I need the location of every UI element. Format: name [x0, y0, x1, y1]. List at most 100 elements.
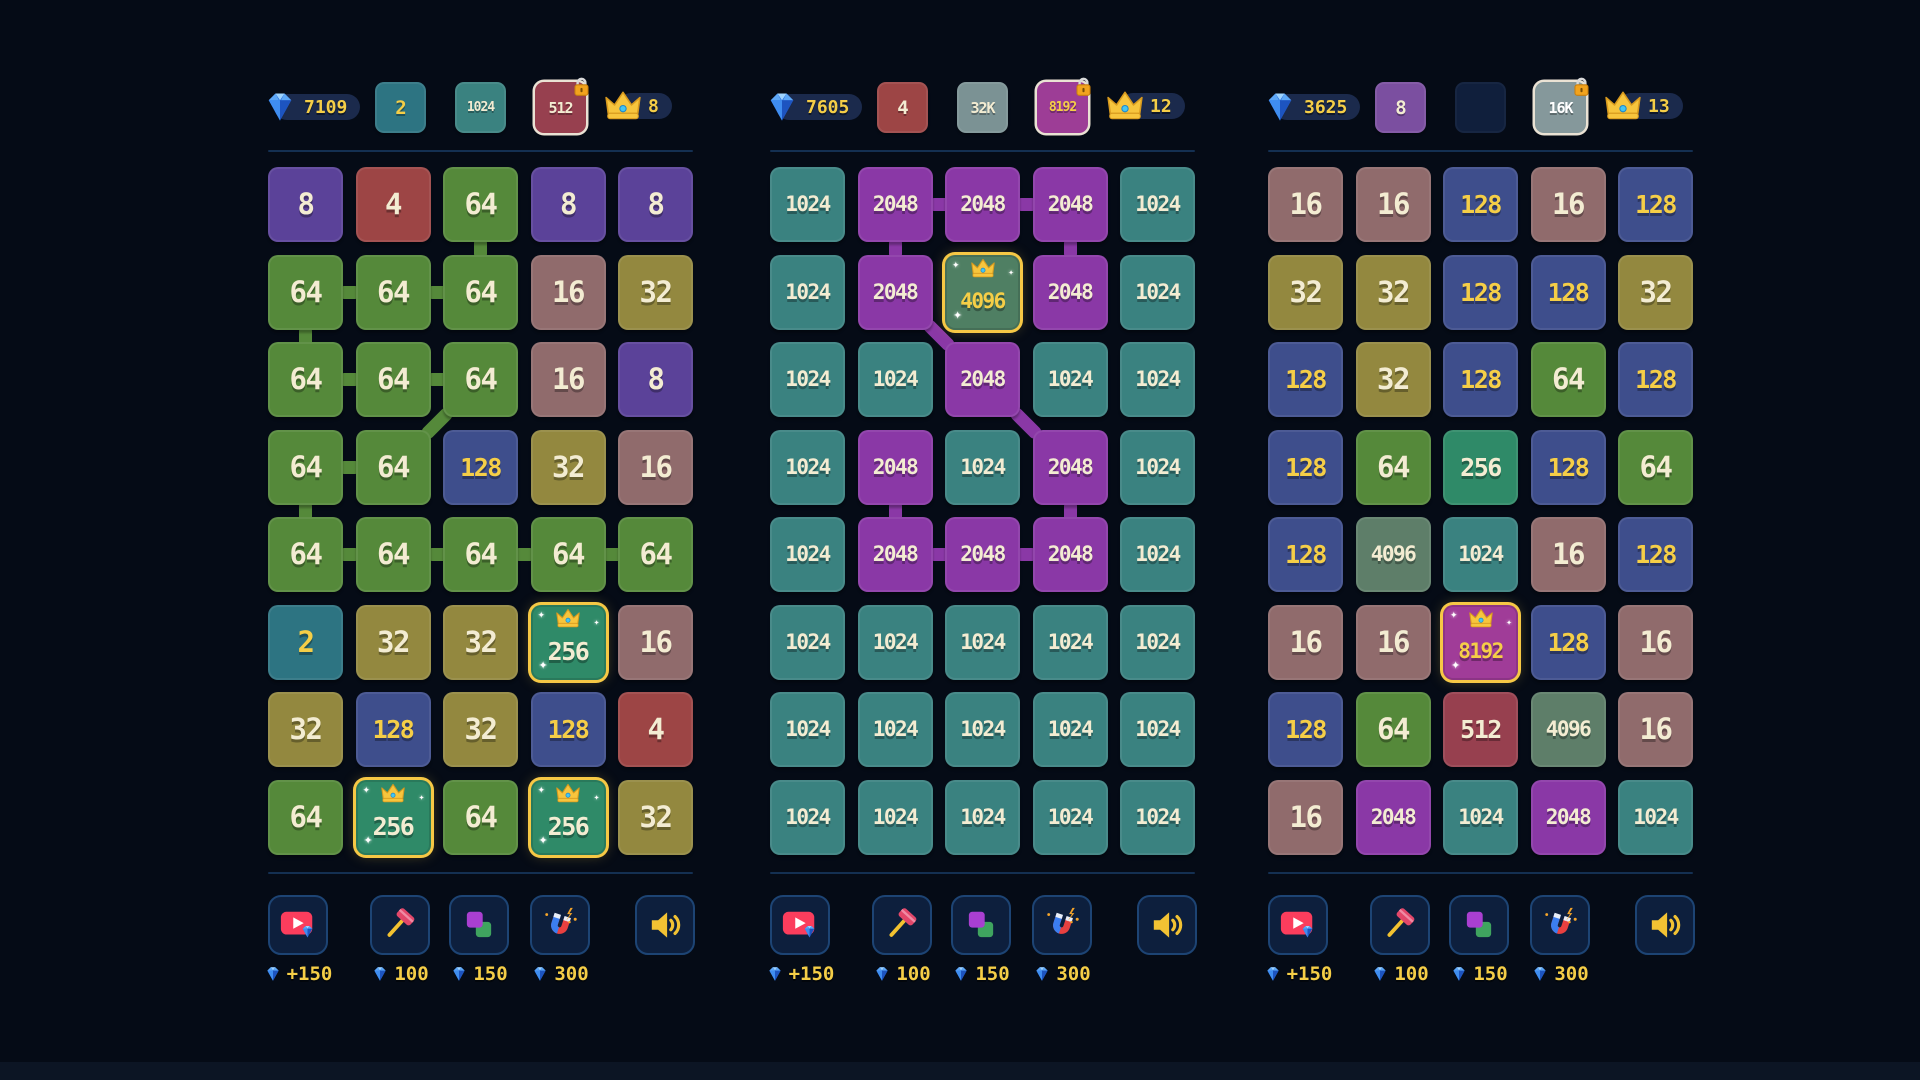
tile-4[interactable]: 4	[355, 167, 431, 242]
tile-128[interactable]: 128	[530, 692, 606, 767]
tile-8[interactable]: 8	[268, 167, 343, 242]
tile-64[interactable]: 64	[443, 517, 518, 592]
tile-1024[interactable]: 1024	[770, 779, 845, 855]
hammer-button[interactable]	[370, 895, 430, 955]
tile-64[interactable]: 64	[268, 779, 343, 855]
tile-64[interactable]: 64	[1530, 342, 1606, 417]
tile-64[interactable]: 64	[355, 429, 431, 505]
tile-1024[interactable]: 1024	[1120, 692, 1195, 767]
tile-1024[interactable]: 1024	[770, 429, 845, 505]
tile-16[interactable]: 16	[1355, 167, 1431, 242]
tile-256[interactable]: ✦ ✦ ✦ 256	[530, 604, 606, 680]
tile-1024[interactable]: 1024	[770, 254, 845, 330]
tile-1024[interactable]: 1024	[1120, 517, 1195, 592]
tile-64[interactable]: 64	[1355, 429, 1431, 505]
tile-32[interactable]: 32	[355, 604, 431, 680]
tile-1024[interactable]: 1024	[1032, 692, 1108, 767]
tile-8[interactable]: 8	[618, 342, 693, 417]
sound-button[interactable]	[1137, 895, 1197, 955]
tile-1024[interactable]: 1024	[770, 342, 845, 417]
tile-1024[interactable]: 1024	[857, 779, 933, 855]
tile-128[interactable]: 128	[1530, 254, 1606, 330]
tile-4096[interactable]: 4096	[1355, 517, 1431, 592]
tile-1024[interactable]: 1024	[945, 604, 1020, 680]
tile-1024[interactable]: 1024	[1120, 167, 1195, 242]
tile-128[interactable]: 128	[1268, 342, 1343, 417]
magnet-button[interactable]	[1530, 895, 1590, 955]
tile-4[interactable]: 4	[618, 692, 693, 767]
tile-64[interactable]: 64	[268, 254, 343, 330]
tile-1024[interactable]: 1024	[857, 342, 933, 417]
tile-128[interactable]: 128	[443, 429, 518, 505]
tile-64[interactable]: 64	[268, 429, 343, 505]
tile-1024[interactable]: 1024	[1032, 779, 1108, 855]
tile-1024[interactable]: 1024	[945, 692, 1020, 767]
tile-64[interactable]: 64	[355, 342, 431, 417]
tile-16[interactable]: 16	[530, 342, 606, 417]
tile-2048[interactable]: 2048	[945, 517, 1020, 592]
tile-1024[interactable]: 1024	[770, 517, 845, 592]
tile-64[interactable]: 64	[355, 517, 431, 592]
tile-128[interactable]: 128	[1530, 604, 1606, 680]
tile-8[interactable]: 8	[618, 167, 693, 242]
video-reward-button[interactable]	[1268, 895, 1328, 955]
tile-16[interactable]: 16	[1530, 517, 1606, 592]
tile-256[interactable]: ✦ ✦ ✦ 256	[530, 779, 606, 855]
tile-128[interactable]: 128	[1443, 167, 1518, 242]
tile-8[interactable]: 8	[530, 167, 606, 242]
hammer-button[interactable]	[1370, 895, 1430, 955]
tile-64[interactable]: 64	[443, 254, 518, 330]
tile-1024[interactable]: 1024	[857, 604, 933, 680]
magnet-button[interactable]	[530, 895, 590, 955]
tile-32[interactable]: 32	[268, 692, 343, 767]
magnet-button[interactable]	[1032, 895, 1092, 955]
tile-2048[interactable]: 2048	[857, 254, 933, 330]
sound-button[interactable]	[635, 895, 695, 955]
swap-button[interactable]	[951, 895, 1011, 955]
swap-button[interactable]	[449, 895, 509, 955]
tile-4096[interactable]: ✦ ✦ ✦ 4096	[945, 254, 1020, 330]
tile-2048[interactable]: 2048	[1032, 254, 1108, 330]
tile-64[interactable]: 64	[530, 517, 606, 592]
tile-64[interactable]: 64	[1355, 692, 1431, 767]
tile-64[interactable]: 64	[443, 779, 518, 855]
tile-32[interactable]: 32	[1355, 254, 1431, 330]
sound-button[interactable]	[1635, 895, 1695, 955]
tile-1024[interactable]: 1024	[945, 779, 1020, 855]
tile-32[interactable]: 32	[618, 254, 693, 330]
tile-8192[interactable]: ✦ ✦ ✦ 8192	[1443, 604, 1518, 680]
tile-64[interactable]: 64	[355, 254, 431, 330]
tile-2048[interactable]: 2048	[1032, 429, 1108, 505]
tile-1024[interactable]: 1024	[1120, 429, 1195, 505]
tile-512[interactable]: 512	[1443, 692, 1518, 767]
tile-64[interactable]: 64	[618, 517, 693, 592]
tile-16[interactable]: 16	[1268, 604, 1343, 680]
tile-2048[interactable]: 2048	[1032, 517, 1108, 592]
tile-2048[interactable]: 2048	[945, 167, 1020, 242]
video-reward-button[interactable]	[770, 895, 830, 955]
tile-128[interactable]: 128	[1268, 517, 1343, 592]
tile-2048[interactable]: 2048	[1355, 779, 1431, 855]
tile-2048[interactable]: 2048	[857, 517, 933, 592]
tile-128[interactable]: 128	[1268, 692, 1343, 767]
tile-16[interactable]: 16	[1268, 779, 1343, 855]
tile-16[interactable]: 16	[530, 254, 606, 330]
tile-2048[interactable]: 2048	[857, 429, 933, 505]
tile-16[interactable]: 16	[1618, 692, 1693, 767]
tile-2048[interactable]: 2048	[857, 167, 933, 242]
tile-128[interactable]: 128	[1618, 517, 1693, 592]
tile-32[interactable]: 32	[618, 779, 693, 855]
tile-1024[interactable]: 1024	[1120, 342, 1195, 417]
swap-button[interactable]	[1449, 895, 1509, 955]
tile-2[interactable]: 2	[268, 604, 343, 680]
tile-16[interactable]: 16	[1268, 167, 1343, 242]
tile-1024[interactable]: 1024	[1443, 779, 1518, 855]
tile-16[interactable]: 16	[618, 604, 693, 680]
tile-64[interactable]: 64	[443, 342, 518, 417]
tile-128[interactable]: 128	[1443, 342, 1518, 417]
hammer-button[interactable]	[872, 895, 932, 955]
tile-1024[interactable]: 1024	[945, 429, 1020, 505]
tile-1024[interactable]: 1024	[1120, 254, 1195, 330]
tile-1024[interactable]: 1024	[1120, 604, 1195, 680]
tile-1024[interactable]: 1024	[857, 692, 933, 767]
